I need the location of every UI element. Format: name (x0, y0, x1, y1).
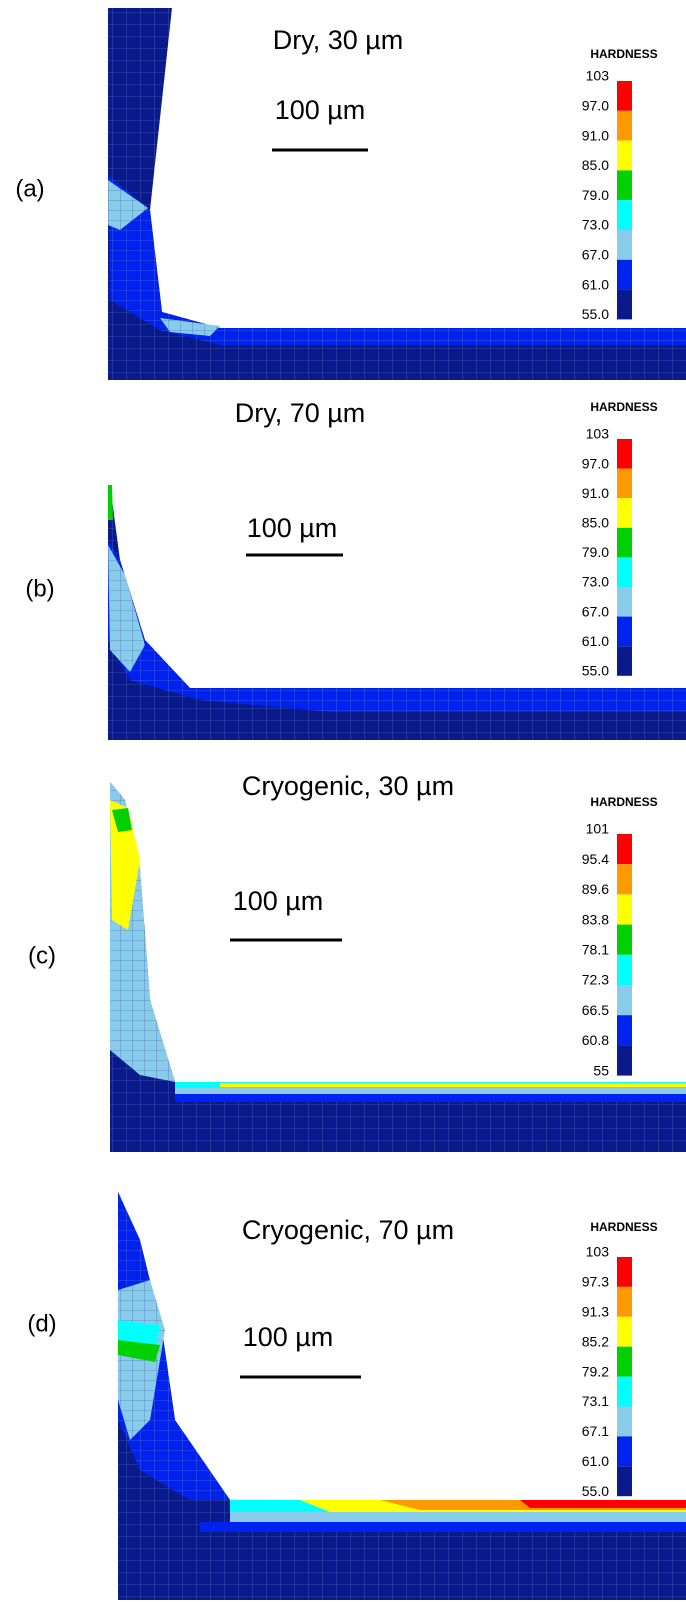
legend-label: 97.3 (582, 1274, 609, 1290)
legend-swatch (617, 1376, 632, 1407)
legend-title: HARDNESS (590, 47, 657, 61)
legend-label: 85.0 (582, 157, 609, 173)
legend-label: 61.0 (582, 276, 609, 292)
legend-swatch (617, 498, 632, 528)
legend-swatch (617, 1015, 632, 1046)
legend-swatch (617, 468, 632, 499)
legend-label: 91.0 (582, 485, 609, 501)
legend-label: 55.0 (582, 663, 609, 679)
panel-label: (a) (15, 175, 44, 202)
legend-title: HARDNESS (590, 400, 657, 414)
legend-swatch (617, 527, 632, 558)
scale-bar-label: 100 µm (243, 1322, 334, 1352)
legend-label: 91.0 (582, 127, 609, 143)
legend-label: 73.0 (582, 217, 609, 233)
legend-label: 79.0 (582, 544, 609, 560)
legend-label: 55 (593, 1062, 609, 1078)
legend-label: 97.0 (582, 455, 609, 471)
legend-swatch (617, 1257, 632, 1287)
legend-label: 78.1 (582, 942, 609, 958)
legend-swatch (617, 1346, 632, 1377)
panel-title: Dry, 30 µm (273, 25, 404, 55)
legend-swatch (617, 81, 632, 111)
legend-label: 97.0 (582, 98, 609, 114)
legend-swatch (617, 439, 632, 469)
legend-label: 61.0 (582, 1453, 609, 1469)
legend-label: 66.5 (582, 1002, 609, 1018)
legend-label: 55.0 (582, 1483, 609, 1499)
legend-swatch (617, 289, 632, 320)
legend-swatch (617, 587, 632, 617)
legend-swatch (617, 1316, 632, 1347)
fem-plot-b (108, 485, 686, 740)
legend-swatch (617, 985, 632, 1016)
legend-label: 83.8 (582, 911, 609, 927)
legend-label: 85.0 (582, 515, 609, 531)
legend-label: 73.0 (582, 574, 609, 590)
panel-title: Dry, 70 µm (235, 398, 366, 428)
legend-title: HARDNESS (590, 1220, 657, 1234)
legend-swatch (617, 616, 632, 647)
legend-swatch (617, 110, 632, 141)
legend-label: 85.2 (582, 1333, 609, 1349)
legend-swatch (617, 1466, 632, 1497)
legend-label: 95.4 (582, 851, 609, 867)
legend-label: 103 (586, 68, 610, 84)
legend-label: 79.0 (582, 187, 609, 203)
legend-swatch (617, 230, 632, 260)
legend-swatch (617, 1045, 632, 1076)
legend-label: 67.0 (582, 603, 609, 619)
legend-swatch (617, 557, 632, 587)
legend-label: 67.0 (582, 247, 609, 263)
legend-label: 89.6 (582, 881, 609, 897)
legend-label: 91.3 (582, 1304, 609, 1320)
legend-swatch (617, 864, 632, 895)
legend-swatch (617, 1286, 632, 1317)
legend-swatch (617, 954, 632, 985)
fem-plot-d (118, 1192, 686, 1600)
legend-swatch (617, 834, 632, 865)
scale-bar-label: 100 µm (247, 513, 338, 543)
fem-plot-c (110, 782, 686, 1152)
legend-swatch (617, 1436, 632, 1467)
legend-label: 101 (586, 821, 610, 837)
legend-label: 103 (586, 1244, 610, 1260)
legend-swatch (617, 646, 632, 676)
panel-title: Cryogenic, 30 µm (242, 771, 454, 801)
legend-swatch (617, 170, 632, 201)
legend-swatch (617, 894, 632, 925)
fem-plot-a (108, 8, 686, 380)
panel-title: Cryogenic, 70 µm (242, 1215, 454, 1245)
legend-label: 55.0 (582, 306, 609, 322)
panel-label: (c) (28, 942, 56, 969)
legend-swatch (617, 259, 632, 290)
legend-swatch (617, 200, 632, 230)
legend-label: 60.8 (582, 1032, 609, 1048)
legend-swatch (617, 1406, 632, 1437)
legend-label: 72.3 (582, 972, 609, 988)
scale-bar-label: 100 µm (233, 886, 324, 916)
legend-label: 79.2 (582, 1363, 609, 1379)
legend-swatch (617, 140, 632, 171)
legend-label: 103 (586, 426, 610, 442)
panel-label: (b) (25, 575, 54, 602)
panel-label: (d) (27, 1310, 56, 1337)
legend-label: 61.0 (582, 633, 609, 649)
legend-title: HARDNESS (590, 795, 657, 809)
legend-swatch (617, 924, 632, 955)
legend-label: 73.1 (582, 1393, 609, 1409)
legend-label: 67.1 (582, 1423, 609, 1439)
scale-bar-label: 100 µm (275, 95, 366, 125)
